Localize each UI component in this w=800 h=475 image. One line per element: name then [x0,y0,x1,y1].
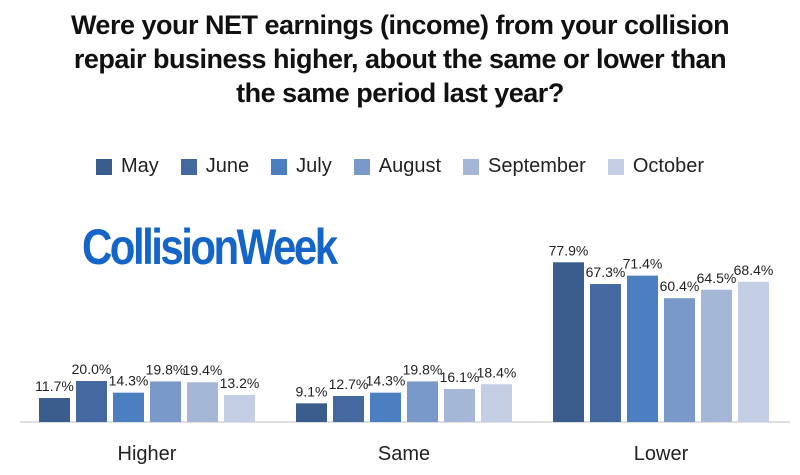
bar-same-august [407,381,438,422]
legend-label: October [632,155,704,177]
legend-swatch [353,158,370,175]
data-label-same-july: 14.3% [366,373,406,389]
data-label-higher-october: 13.2% [220,375,260,391]
bar-same-may [296,403,327,422]
data-label-same-june: 12.7% [329,376,369,392]
bar-same-july [370,392,401,422]
legend-item-september: September [463,155,586,178]
bar-lower-october [738,281,769,422]
legend-item-august: August [353,155,441,178]
chart-legend: May June July August September October [0,155,800,178]
legend-item-may: May [95,155,159,178]
data-label-lower-september: 64.5% [697,270,737,286]
collisionweek-logo: CollisionWeek [82,219,338,275]
legend-swatch [271,158,288,175]
data-label-same-september: 16.1% [440,369,480,385]
data-label-lower-june: 67.3% [586,264,626,280]
bar-lower-may [553,262,584,422]
data-label-higher-may: 11.7% [35,378,74,394]
legend-label: July [296,155,332,177]
data-label-lower-october: 68.4% [734,262,774,278]
data-label-higher-august: 19.8% [146,361,186,377]
chart-title-line-2: repair business higher, about the same o… [73,44,727,74]
legend-swatch [95,158,112,175]
data-label-higher-july: 14.3% [109,373,149,389]
category-label-higher: Higher [118,443,177,465]
legend-item-july: July [271,155,332,178]
data-label-lower-august: 60.4% [660,278,700,294]
legend-item-october: October [607,155,704,178]
legend-label: May [120,155,159,177]
category-label-same: Same [378,443,430,465]
bar-higher-august [150,381,181,422]
legend-label: June [205,155,250,177]
chart-title-line-3: the same period last year? [236,78,564,108]
bar-higher-july [113,392,144,422]
data-label-higher-june: 20.0% [72,361,112,377]
legend-label: August [378,155,441,177]
data-label-same-may: 9.1% [296,383,328,399]
bar-higher-june [76,381,107,422]
bar-same-september [444,388,475,422]
chart-title-line-1: Were your NET earnings (income) from you… [70,10,730,40]
data-label-lower-july: 71.4% [623,256,663,272]
category-label-lower: Lower [634,443,689,465]
bar-lower-august [664,298,695,422]
chart-title: Were your NET earnings (income) from you… [0,8,800,110]
bar-higher-september [187,382,218,422]
data-label-higher-september: 19.4% [183,362,223,378]
legend-swatch [180,158,197,175]
data-label-same-october: 18.4% [477,364,517,380]
legend-swatch [463,158,479,175]
bar-lower-june [590,284,621,422]
legend-item-june: June [180,155,250,178]
bar-higher-may [39,398,70,422]
data-label-lower-may: 77.9% [549,242,589,258]
bar-same-october [481,384,512,422]
data-label-same-august: 19.8% [403,361,443,377]
bar-lower-july [627,275,658,422]
legend-label: September [488,155,586,177]
bar-lower-september [701,289,732,422]
legend-swatch [607,158,624,175]
bar-same-june [333,395,364,422]
bar-higher-october [224,394,255,422]
